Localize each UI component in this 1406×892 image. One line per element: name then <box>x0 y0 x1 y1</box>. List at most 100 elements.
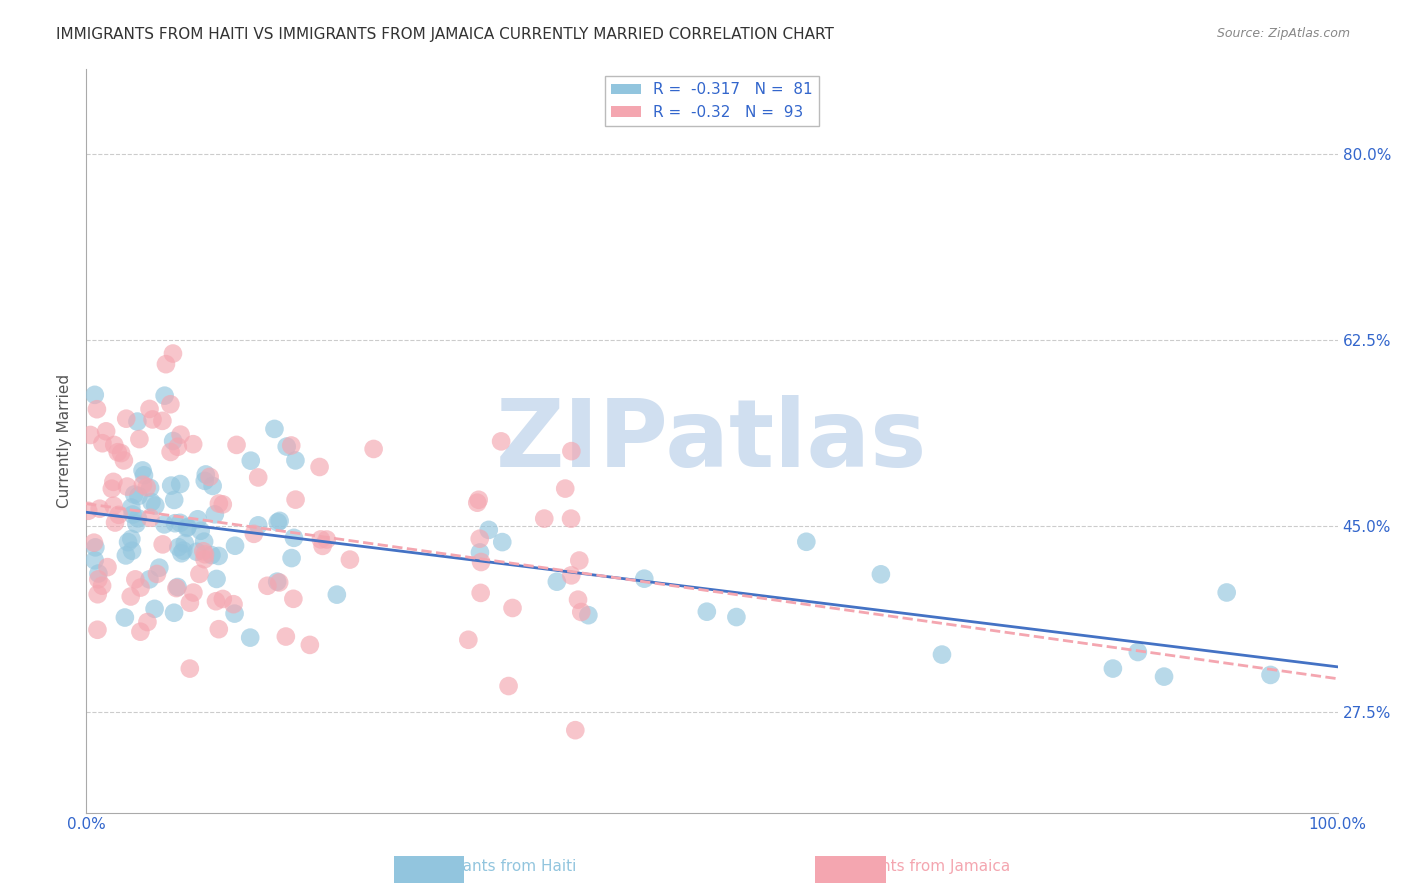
Immigrants from Haiti <box>794 534 817 549</box>
Immigrants from Haiti <box>83 553 105 567</box>
Immigrants from Jamaica <box>159 397 181 411</box>
Immigrants from Haiti <box>117 535 139 549</box>
Immigrants from Haiti <box>284 453 307 467</box>
Immigrants from Jamaica <box>136 615 159 629</box>
Text: IMMIGRANTS FROM HAITI VS IMMIGRANTS FROM JAMAICA CURRENTLY MARRIED CORRELATION C: IMMIGRANTS FROM HAITI VS IMMIGRANTS FROM… <box>56 27 834 42</box>
Immigrants from Haiti <box>1102 662 1125 676</box>
Immigrants from Haiti <box>121 543 143 558</box>
Immigrants from Jamaica <box>120 590 142 604</box>
Immigrants from Jamaica <box>103 438 125 452</box>
Immigrants from Haiti <box>167 540 190 554</box>
Immigrants from Jamaica <box>107 445 129 459</box>
Immigrants from Jamaica <box>86 587 108 601</box>
Immigrants from Haiti <box>546 574 568 589</box>
Immigrants from Haiti <box>266 574 288 589</box>
Immigrants from Jamaica <box>470 586 492 600</box>
Immigrants from Haiti <box>115 549 138 563</box>
Immigrants from Haiti <box>269 514 291 528</box>
Immigrants from Haiti <box>84 541 107 555</box>
Immigrants from Jamaica <box>468 532 491 546</box>
Immigrants from Jamaica <box>363 442 385 456</box>
Immigrants from Jamaica <box>135 480 157 494</box>
Immigrants from Haiti <box>224 539 246 553</box>
Immigrants from Jamaica <box>152 537 174 551</box>
Immigrants from Haiti <box>1126 645 1149 659</box>
Immigrants from Jamaica <box>309 533 332 547</box>
Immigrants from Haiti <box>931 648 953 662</box>
Immigrants from Haiti <box>143 602 166 616</box>
Immigrants from Jamaica <box>104 516 127 530</box>
Text: Immigrants from Haiti: Immigrants from Haiti <box>408 859 576 874</box>
Immigrants from Jamaica <box>103 499 125 513</box>
Immigrants from Haiti <box>190 524 212 538</box>
Immigrants from Haiti <box>194 474 217 488</box>
Immigrants from Haiti <box>148 560 170 574</box>
Immigrants from Haiti <box>153 517 176 532</box>
Immigrants from Jamaica <box>560 511 582 525</box>
Immigrants from Jamaica <box>87 572 110 586</box>
Immigrants from Haiti <box>114 610 136 624</box>
Immigrants from Jamaica <box>193 544 215 558</box>
Immigrants from Jamaica <box>124 573 146 587</box>
Immigrants from Jamaica <box>103 475 125 489</box>
Immigrants from Jamaica <box>280 438 302 452</box>
Immigrants from Haiti <box>1215 585 1237 599</box>
Immigrants from Jamaica <box>115 411 138 425</box>
Immigrants from Haiti <box>870 567 893 582</box>
Immigrants from Jamaica <box>86 402 108 417</box>
Immigrants from Haiti <box>478 523 501 537</box>
Immigrants from Jamaica <box>193 552 215 566</box>
Legend: R =  -0.317   N =  81, R =  -0.32   N =  93: R = -0.317 N = 81, R = -0.32 N = 93 <box>605 76 820 126</box>
Immigrants from Jamaica <box>155 357 177 371</box>
Immigrants from Jamaica <box>96 560 118 574</box>
Immigrants from Haiti <box>121 508 143 522</box>
Immigrants from Haiti <box>160 478 183 492</box>
Immigrants from Jamaica <box>457 632 479 647</box>
Immigrants from Jamaica <box>159 445 181 459</box>
Immigrants from Haiti <box>326 588 349 602</box>
Immigrants from Jamaica <box>311 539 333 553</box>
Immigrants from Haiti <box>186 545 208 559</box>
Immigrants from Haiti <box>139 481 162 495</box>
Immigrants from Jamaica <box>269 575 291 590</box>
Immigrants from Haiti <box>207 549 229 563</box>
Immigrants from Haiti <box>1153 670 1175 684</box>
Immigrants from Haiti <box>127 489 149 503</box>
Immigrants from Jamaica <box>256 579 278 593</box>
Immigrants from Haiti <box>124 487 146 501</box>
Immigrants from Jamaica <box>162 346 184 360</box>
Immigrants from Jamaica <box>115 479 138 493</box>
Immigrants from Haiti <box>125 516 148 531</box>
Immigrants from Jamaica <box>169 427 191 442</box>
Immigrants from Jamaica <box>298 638 321 652</box>
Immigrants from Haiti <box>176 521 198 535</box>
Immigrants from Haiti <box>283 531 305 545</box>
Immigrants from Haiti <box>576 608 599 623</box>
Immigrants from Jamaica <box>89 501 111 516</box>
Immigrants from Haiti <box>200 548 222 562</box>
Immigrants from Jamaica <box>554 482 576 496</box>
Immigrants from Jamaica <box>569 605 592 619</box>
Immigrants from Jamaica <box>467 492 489 507</box>
Immigrants from Haiti <box>280 551 302 566</box>
Immigrants from Haiti <box>247 518 270 533</box>
Immigrants from Haiti <box>138 573 160 587</box>
Immigrants from Haiti <box>491 535 513 549</box>
Immigrants from Jamaica <box>308 460 330 475</box>
Immigrants from Jamaica <box>179 662 201 676</box>
Immigrants from Jamaica <box>91 436 114 450</box>
Immigrants from Jamaica <box>91 579 114 593</box>
Immigrants from Jamaica <box>101 482 124 496</box>
Immigrants from Jamaica <box>243 526 266 541</box>
Y-axis label: Currently Married: Currently Married <box>58 374 72 508</box>
Immigrants from Haiti <box>143 499 166 513</box>
Immigrants from Jamaica <box>181 437 204 451</box>
Immigrants from Jamaica <box>128 432 150 446</box>
Immigrants from Jamaica <box>179 596 201 610</box>
Immigrants from Jamaica <box>79 428 101 442</box>
Immigrants from Haiti <box>201 479 224 493</box>
Immigrants from Jamaica <box>498 679 520 693</box>
Immigrants from Jamaica <box>211 497 233 511</box>
Immigrants from Haiti <box>696 605 718 619</box>
Immigrants from Jamaica <box>86 623 108 637</box>
